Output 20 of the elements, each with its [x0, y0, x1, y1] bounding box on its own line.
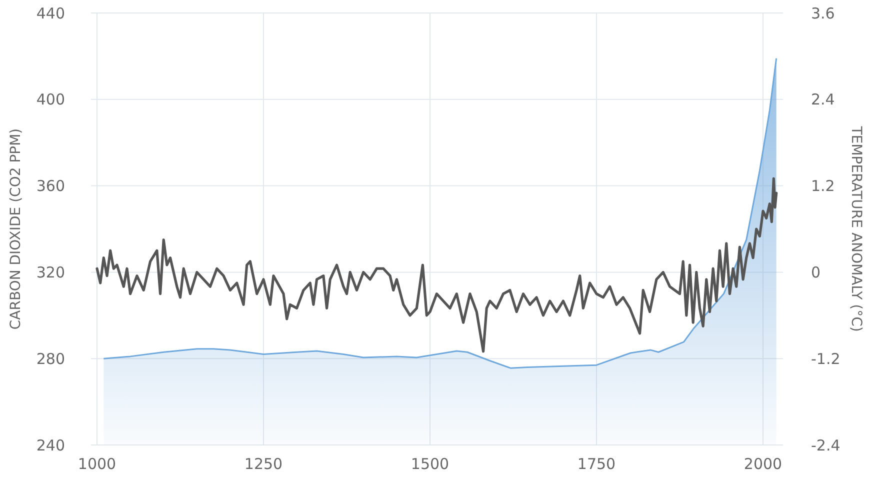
y2-tick-label: 3.6 — [811, 4, 835, 22]
x-tick-label: 1750 — [577, 455, 616, 473]
x-tick-label: 2000 — [744, 455, 782, 473]
y2-tick-label: 2.4 — [811, 90, 835, 109]
y-tick-label: 320 — [36, 263, 65, 282]
y2-tick-label: -1.2 — [811, 350, 840, 368]
x-tick-label: 1000 — [78, 455, 116, 473]
y2-tick-label: 0 — [811, 263, 821, 282]
x-tick-label: 1500 — [410, 455, 450, 473]
line-series — [96, 177, 778, 353]
y2-tick-label: 1.2 — [811, 177, 835, 196]
x-tick-label: 1250 — [244, 455, 283, 473]
y2-axis-title: TEMPERATURE ANOMALY (°C) — [848, 125, 864, 332]
y-axis-title: CARBON DIOXIDE (CO2 PPM) — [8, 128, 24, 330]
y-tick-label: 240 — [36, 436, 65, 454]
y-tick-label: 280 — [36, 350, 65, 368]
y-tick-label: 360 — [36, 177, 65, 196]
y-tick-label: 400 — [36, 90, 65, 109]
y-tick-label: 440 — [36, 4, 65, 22]
y2-tick-label: -2.4 — [811, 436, 840, 454]
